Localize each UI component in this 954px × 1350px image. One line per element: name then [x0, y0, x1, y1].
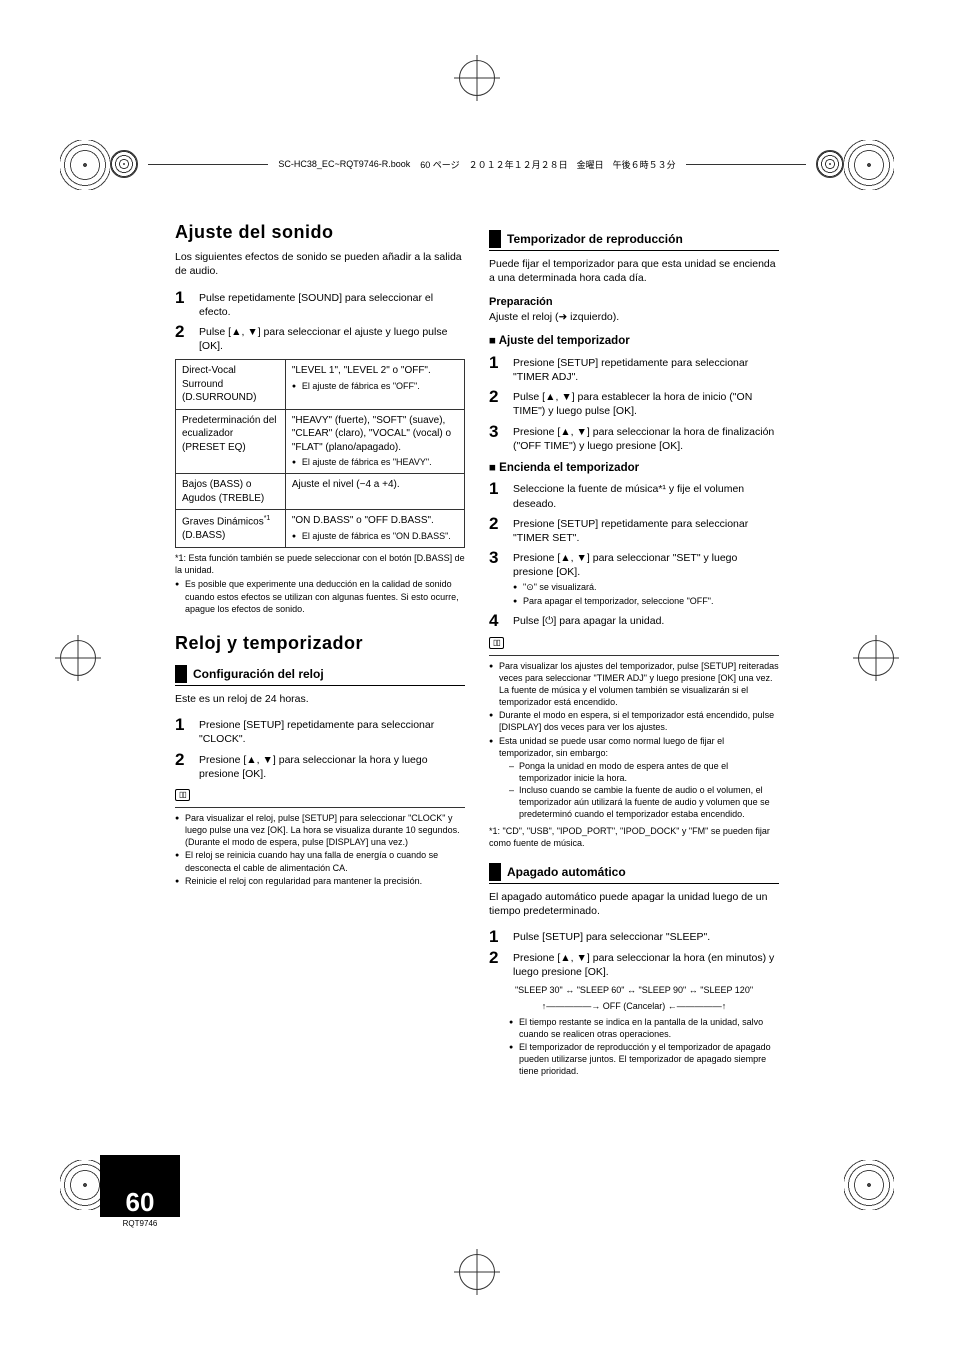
step: 3Presione [▲, ▼] para seleccionar la hor… — [489, 423, 779, 453]
step: 3 Presione [▲, ▼] para seleccionar "SET"… — [489, 549, 779, 608]
note-item: El reloj se reinicia cuando hay una fall… — [175, 849, 465, 873]
page-number: 60 — [100, 1189, 180, 1215]
note-item: Durante el modo en espera, si el tempori… — [489, 709, 779, 733]
sound-intro: Los siguientes efectos de sonido se pued… — [175, 250, 465, 278]
registration-mark — [858, 640, 894, 676]
crop-mark — [844, 1160, 894, 1210]
note-list: Para visualizar el reloj, pulse [SETUP] … — [175, 812, 465, 887]
note-item: El tiempo restante se indica en la panta… — [509, 1016, 779, 1040]
table-cell: "HEAVY" (fuerte), "SOFT" (suave), "CLEAR… — [285, 409, 464, 474]
step-body: Presione [SETUP] repetidamente para sele… — [199, 716, 465, 746]
sub-heading: Ajuste del temporizador — [489, 334, 779, 350]
note-list: El tiempo restante se indica en la panta… — [489, 1016, 779, 1078]
clock-intro: Este es un reloj de 24 horas. — [175, 692, 465, 706]
table-cell: Direct-Vocal Surround (D.SURROUND) — [176, 360, 286, 410]
note-item: Para visualizar los ajustes del temporiz… — [489, 660, 779, 709]
header-decoration — [110, 150, 138, 178]
note-icon: ▯▯ — [175, 789, 190, 801]
note-item: Esta unidad se puede usar como normal lu… — [489, 735, 779, 821]
sleep-sequence: "SLEEP 30" ↔ "SLEEP 60" ↔ "SLEEP 90" ↔ "… — [489, 984, 779, 996]
table-cell: Ajuste el nivel (−4 a +4). — [285, 474, 464, 510]
step: 1 Pulse repetidamente [SOUND] para selec… — [175, 289, 465, 319]
sleep-cancel-line: ↑—————→ OFF (Cancelar) ←—————↑ — [489, 1000, 779, 1012]
registration-mark — [459, 1254, 495, 1290]
table-cell: Graves Dinámicos*1 (D.BASS) — [176, 510, 286, 548]
footnote: *1: "CD", "USB", "IPOD_PORT", "IPOD_DOCK… — [489, 825, 779, 849]
section-marker — [489, 863, 501, 881]
header-pageinfo: 60 ページ ２０１２年１２月２８日 金曜日 午後６時５３分 — [420, 158, 675, 171]
step: 1Seleccione la fuente de música*¹ y fije… — [489, 480, 779, 510]
content-area: Ajuste del sonido Los siguientes efectos… — [175, 220, 779, 1150]
play-timer-intro: Puede fijar el temporizador para que est… — [489, 257, 779, 285]
note-item: Para visualizar el reloj, pulse [SETUP] … — [175, 812, 465, 848]
section-title: Configuración del reloj — [193, 666, 324, 682]
note-item: El temporizador de reproducción y el tem… — [509, 1041, 779, 1077]
step: 1 Presione [SETUP] repetidamente para se… — [175, 716, 465, 746]
prep-label: Preparación — [489, 295, 779, 310]
step-number: 2 — [175, 751, 191, 781]
step: 2 Presione [▲, ▼] para seleccionar la ho… — [175, 751, 465, 781]
step-number: 1 — [175, 716, 191, 746]
right-column: Temporizador de reproducción Puede fijar… — [489, 220, 779, 1150]
note-icon: ▯▯ — [489, 637, 504, 649]
section-header: Apagado automático — [489, 863, 779, 884]
step-body: Pulse [▲, ▼] para seleccionar el ajuste … — [199, 323, 465, 353]
step-number: 2 — [175, 323, 191, 353]
section-title: Temporizador de reproducción — [507, 231, 683, 247]
section-title: Apagado automático — [507, 864, 626, 880]
table-cell: "LEVEL 1", "LEVEL 2" o "OFF". El ajuste … — [285, 360, 464, 410]
table-row: Predeterminación del ecualizador (PRESET… — [176, 409, 465, 474]
registration-mark — [60, 640, 96, 676]
left-column: Ajuste del sonido Los siguientes efectos… — [175, 220, 465, 1150]
table-row: Bajos (BASS) o Agudos (TREBLE) Ajuste el… — [176, 474, 465, 510]
table-cell: Bajos (BASS) o Agudos (TREBLE) — [176, 474, 286, 510]
doc-ref: RQT9746 — [100, 1217, 180, 1230]
crop-mark — [844, 140, 894, 190]
step-number: 1 — [175, 289, 191, 319]
note-item: Es posible que experimente una deducción… — [175, 578, 465, 614]
sound-effects-table: Direct-Vocal Surround (D.SURROUND) "LEVE… — [175, 359, 465, 548]
section-header: Configuración del reloj — [175, 665, 465, 686]
step: 2Presione [▲, ▼] para seleccionar la hor… — [489, 949, 779, 979]
header-bar: SC-HC38_EC~RQT9746-R.book 60 ページ ２０１２年１２… — [110, 150, 844, 178]
step: 1Pulse [SETUP] para seleccionar "SLEEP". — [489, 928, 779, 945]
step: 2Pulse [▲, ▼] para establecer la hora de… — [489, 388, 779, 418]
registration-mark — [459, 60, 495, 96]
page: SC-HC38_EC~RQT9746-R.book 60 ページ ２０１２年１２… — [0, 0, 954, 1350]
page-number-box: 60 RQT9746 — [100, 1155, 180, 1230]
heading-sound: Ajuste del sonido — [175, 220, 465, 244]
step: 1Presione [SETUP] repetidamente para sel… — [489, 354, 779, 384]
note-list: Es posible que experimente una deducción… — [175, 578, 465, 614]
section-marker — [489, 230, 501, 248]
step: 4Pulse [⏻] para apagar la unidad. — [489, 612, 779, 629]
table-cell: "ON D.BASS" o "OFF D.BASS". El ajuste de… — [285, 510, 464, 548]
table-row: Direct-Vocal Surround (D.SURROUND) "LEVE… — [176, 360, 465, 410]
step: 2Presione [SETUP] repetidamente para sel… — [489, 515, 779, 545]
table-cell: Predeterminación del ecualizador (PRESET… — [176, 409, 286, 474]
sub-heading: Encienda el temporizador — [489, 461, 779, 477]
header-decoration — [816, 150, 844, 178]
footnote: *1: Esta función también se puede selecc… — [175, 552, 465, 576]
step-body: Pulse repetidamente [SOUND] para selecci… — [199, 289, 465, 319]
table-row: Graves Dinámicos*1 (D.BASS) "ON D.BASS" … — [176, 510, 465, 548]
section-header: Temporizador de reproducción — [489, 230, 779, 251]
header-filename: SC-HC38_EC~RQT9746-R.book — [278, 159, 410, 169]
heading-clock: Reloj y temporizador — [175, 631, 465, 655]
auto-off-intro: El apagado automático puede apagar la un… — [489, 890, 779, 918]
step: 2 Pulse [▲, ▼] para seleccionar el ajust… — [175, 323, 465, 353]
crop-mark — [60, 140, 110, 190]
note-list: Para visualizar los ajustes del temporiz… — [489, 660, 779, 821]
step-body: Presione [▲, ▼] para seleccionar la hora… — [199, 751, 465, 781]
prep-text: Ajuste el reloj (➜ izquierdo). — [489, 310, 779, 324]
section-marker — [175, 665, 187, 683]
note-item: Reinicie el reloj con regularidad para m… — [175, 875, 465, 887]
